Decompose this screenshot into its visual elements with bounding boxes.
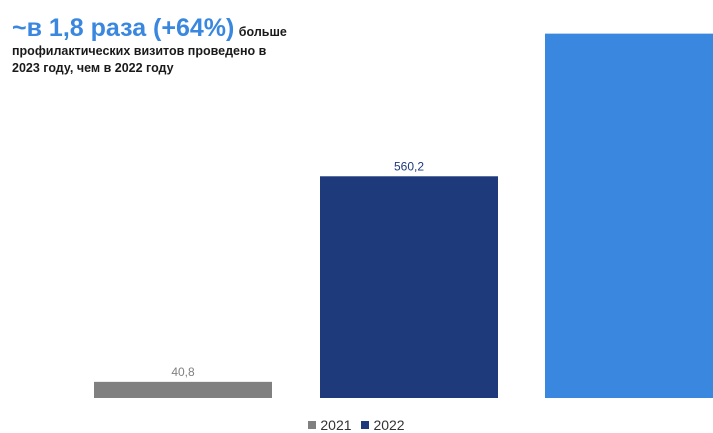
- data-label-2: 920,6: [619, 17, 649, 31]
- legend-swatch-2022: [361, 421, 370, 429]
- legend-item-2021: 2021: [308, 417, 352, 433]
- data-label-0: 40,8: [171, 365, 195, 379]
- legend-item-2022: 2022: [361, 417, 405, 433]
- headline-line-2: профилактических визитов проведено в: [12, 44, 267, 58]
- chart-legend: 2021 2022: [0, 417, 713, 433]
- chart-headline: ~в 1,8 раза (+64%) больше профилактическ…: [12, 14, 342, 76]
- bar-0: [94, 381, 272, 398]
- legend-swatch-2021: [308, 421, 317, 429]
- legend-label-2022: 2022: [373, 417, 405, 433]
- headline-inline: больше: [238, 25, 287, 39]
- legend-label-2021: 2021: [320, 417, 352, 433]
- bar-2: [545, 33, 713, 399]
- bar-1: [320, 176, 498, 398]
- headline-line-3: 2023 году, чем в 2022 году: [12, 61, 174, 75]
- headline-main: ~в 1,8 раза (+64%): [12, 14, 235, 42]
- data-label-1: 560,2: [394, 159, 424, 173]
